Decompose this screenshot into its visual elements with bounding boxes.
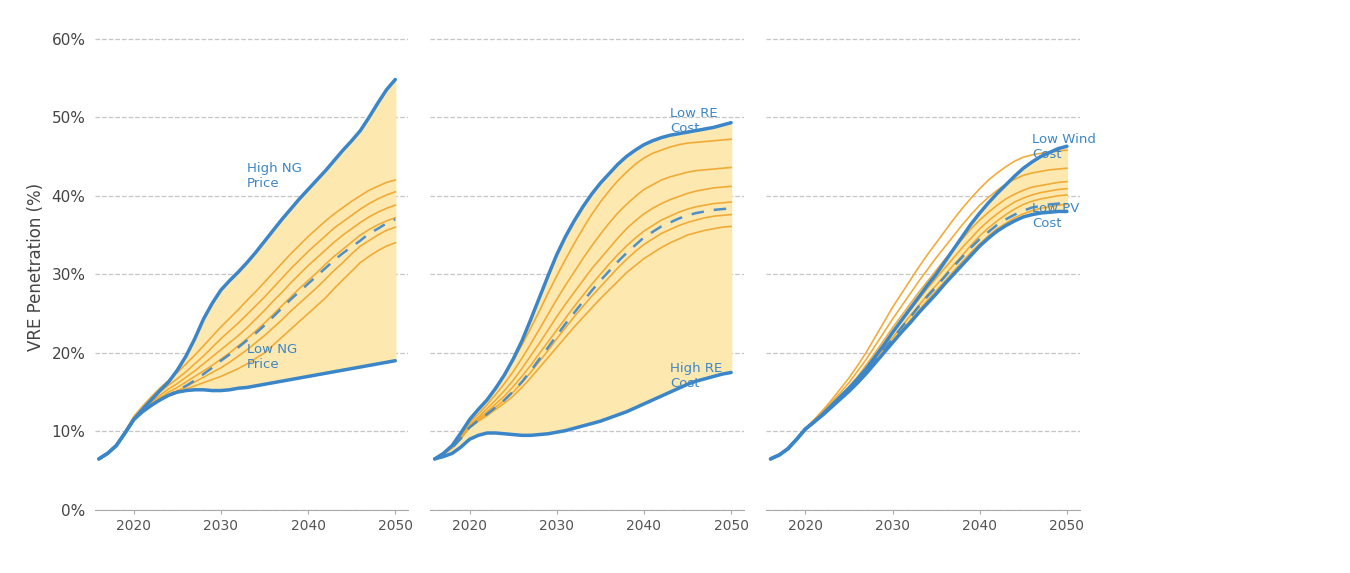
Text: Low PV
Cost: Low PV Cost (1031, 202, 1080, 230)
Text: Low Wind
Cost: Low Wind Cost (1031, 133, 1096, 161)
Y-axis label: VRE Penetration (%): VRE Penetration (%) (27, 182, 45, 351)
Text: High RE
Cost: High RE Cost (670, 363, 722, 390)
Text: Low NG
Price: Low NG Price (247, 343, 297, 371)
Text: High NG
Price: High NG Price (247, 162, 302, 190)
Text: Low RE
Cost: Low RE Cost (670, 107, 718, 135)
